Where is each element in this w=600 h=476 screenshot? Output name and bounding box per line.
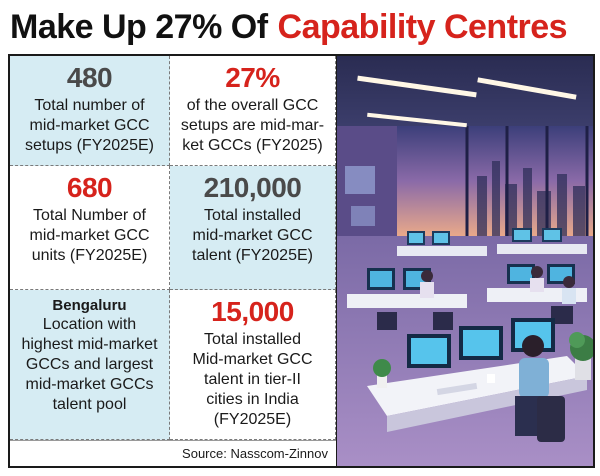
stat-value-setups: 480 bbox=[66, 62, 113, 93]
headline: Make Up 27% Of Capability Centres bbox=[0, 0, 600, 54]
stat-cell-units: 680 Total Number of mid-market GCC units… bbox=[10, 166, 170, 290]
stat-value-share: 27% bbox=[225, 62, 280, 93]
stat-desc-talent: Total installed mid-market GCC talent (F… bbox=[192, 207, 313, 264]
source-credit: Source: Nasscom-Zinnov bbox=[10, 440, 336, 466]
stat-cell-location: Bengaluru Location with highest mid-mark… bbox=[10, 290, 170, 440]
stat-value-tier2: 15,000 bbox=[211, 296, 294, 327]
office-workspace-illustration bbox=[336, 56, 593, 466]
stat-desc-share: of the overall GCC setups are mid-mar- k… bbox=[180, 97, 325, 154]
infographic-panel: 480 Total number of mid-market GCC setup… bbox=[8, 54, 595, 468]
headline-part1: Make Up 27% Of bbox=[10, 7, 268, 46]
headline-part2: Capability Centres bbox=[277, 7, 568, 46]
stat-value-units: 680 bbox=[66, 172, 113, 203]
stat-place-location: Bengaluru bbox=[52, 297, 127, 314]
stat-desc-units: Total Number of mid-market GCC units (FY… bbox=[29, 207, 150, 264]
stat-desc-tier2: Total installed Mid-market GCC talent in… bbox=[192, 331, 313, 428]
stat-value-talent: 210,000 bbox=[203, 172, 302, 203]
stat-desc-setups: Total number of mid-market GCC setups (F… bbox=[25, 97, 154, 154]
stat-cell-share: 27% of the overall GCC setups are mid-ma… bbox=[170, 56, 336, 166]
stats-grid: 480 Total number of mid-market GCC setup… bbox=[10, 56, 336, 440]
stat-cell-setups: 480 Total number of mid-market GCC setup… bbox=[10, 56, 170, 166]
stat-cell-talent: 210,000 Total installed mid-market GCC t… bbox=[170, 166, 336, 290]
stat-desc-location: Location with highest mid-market GCCs an… bbox=[21, 316, 158, 413]
stat-cell-tier2: 15,000 Total installed Mid-market GCC ta… bbox=[170, 290, 336, 440]
